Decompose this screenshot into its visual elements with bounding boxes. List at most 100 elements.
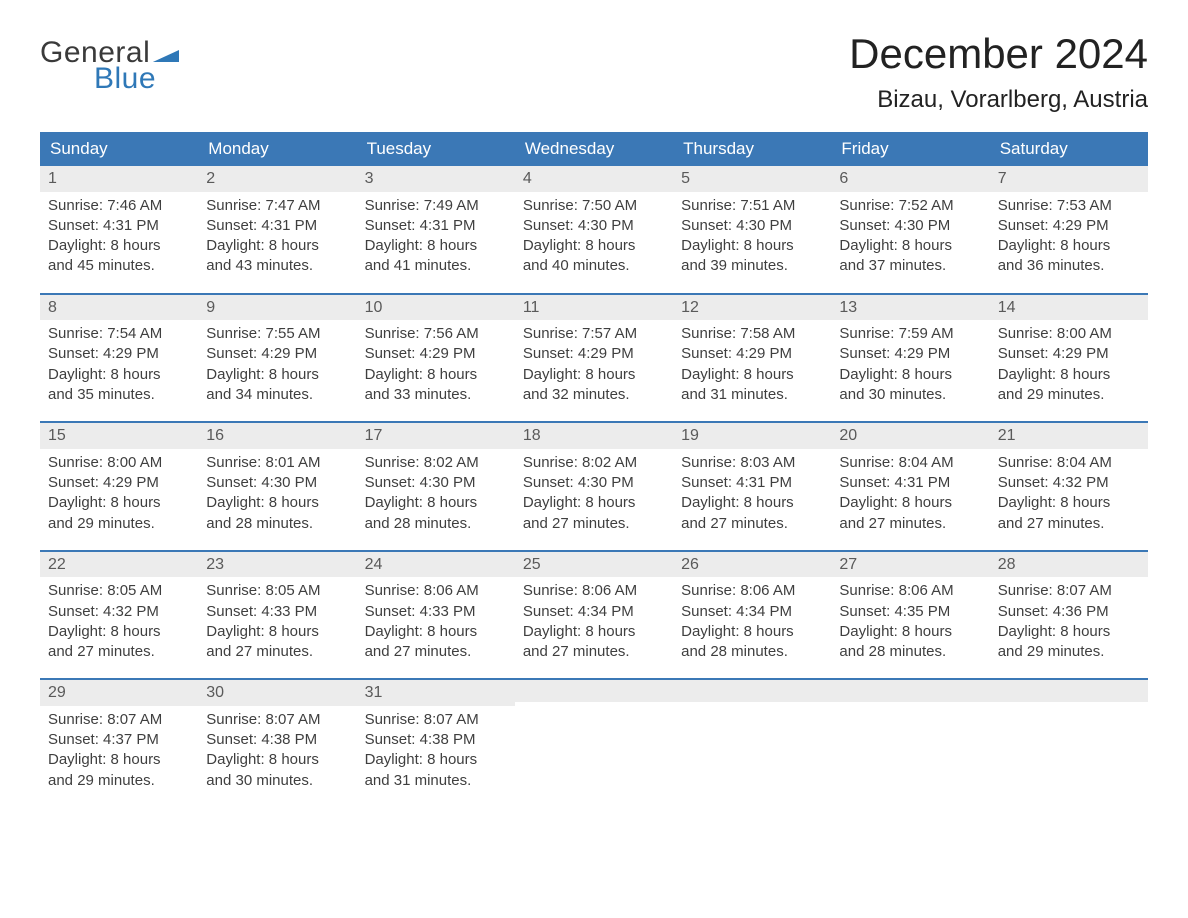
day-daylight2: and 41 minutes. bbox=[365, 256, 507, 276]
month-title: December 2024 bbox=[849, 30, 1148, 78]
day-sunrise: Sunrise: 8:06 AM bbox=[839, 581, 981, 601]
logo-flag-icon bbox=[153, 44, 179, 62]
day-number: 11 bbox=[515, 295, 673, 321]
day-number: 31 bbox=[357, 680, 515, 706]
day-number: 14 bbox=[990, 295, 1148, 321]
day-cell: 4Sunrise: 7:50 AMSunset: 4:30 PMDaylight… bbox=[515, 166, 673, 287]
day-body: Sunrise: 7:49 AMSunset: 4:31 PMDaylight:… bbox=[357, 192, 515, 287]
day-daylight2: and 34 minutes. bbox=[206, 385, 348, 405]
day-daylight2: and 27 minutes. bbox=[998, 514, 1140, 534]
day-cell: 27Sunrise: 8:06 AMSunset: 4:35 PMDayligh… bbox=[831, 552, 989, 673]
day-cell: 17Sunrise: 8:02 AMSunset: 4:30 PMDayligh… bbox=[357, 423, 515, 544]
title-block: December 2024 Bizau, Vorarlberg, Austria bbox=[849, 30, 1148, 114]
day-sunrise: Sunrise: 8:03 AM bbox=[681, 453, 823, 473]
day-sunset: Sunset: 4:30 PM bbox=[681, 216, 823, 236]
weekday-header-row: SundayMondayTuesdayWednesdayThursdayFrid… bbox=[40, 132, 1148, 166]
week-row: 15Sunrise: 8:00 AMSunset: 4:29 PMDayligh… bbox=[40, 421, 1148, 544]
day-daylight2: and 39 minutes. bbox=[681, 256, 823, 276]
day-cell: 22Sunrise: 8:05 AMSunset: 4:32 PMDayligh… bbox=[40, 552, 198, 673]
day-body: Sunrise: 7:50 AMSunset: 4:30 PMDaylight:… bbox=[515, 192, 673, 287]
day-cell bbox=[673, 680, 831, 801]
day-sunset: Sunset: 4:29 PM bbox=[681, 344, 823, 364]
day-cell bbox=[990, 680, 1148, 801]
day-number: 7 bbox=[990, 166, 1148, 192]
day-sunset: Sunset: 4:31 PM bbox=[681, 473, 823, 493]
day-daylight1: Daylight: 8 hours bbox=[206, 236, 348, 256]
day-sunrise: Sunrise: 8:06 AM bbox=[365, 581, 507, 601]
day-number bbox=[990, 680, 1148, 702]
day-sunset: Sunset: 4:35 PM bbox=[839, 602, 981, 622]
day-sunset: Sunset: 4:29 PM bbox=[48, 473, 190, 493]
day-daylight2: and 27 minutes. bbox=[839, 514, 981, 534]
day-body: Sunrise: 7:57 AMSunset: 4:29 PMDaylight:… bbox=[515, 320, 673, 415]
day-body: Sunrise: 7:55 AMSunset: 4:29 PMDaylight:… bbox=[198, 320, 356, 415]
day-sunrise: Sunrise: 7:52 AM bbox=[839, 196, 981, 216]
day-sunset: Sunset: 4:38 PM bbox=[365, 730, 507, 750]
day-sunset: Sunset: 4:32 PM bbox=[48, 602, 190, 622]
day-number: 18 bbox=[515, 423, 673, 449]
weekday-header-cell: Monday bbox=[198, 132, 356, 166]
day-cell: 23Sunrise: 8:05 AMSunset: 4:33 PMDayligh… bbox=[198, 552, 356, 673]
week-row: 8Sunrise: 7:54 AMSunset: 4:29 PMDaylight… bbox=[40, 293, 1148, 416]
day-number: 25 bbox=[515, 552, 673, 578]
day-body: Sunrise: 7:47 AMSunset: 4:31 PMDaylight:… bbox=[198, 192, 356, 287]
day-number: 23 bbox=[198, 552, 356, 578]
day-sunrise: Sunrise: 8:05 AM bbox=[48, 581, 190, 601]
day-sunrise: Sunrise: 8:00 AM bbox=[998, 324, 1140, 344]
day-sunrise: Sunrise: 7:51 AM bbox=[681, 196, 823, 216]
day-sunrise: Sunrise: 8:07 AM bbox=[998, 581, 1140, 601]
day-body: Sunrise: 8:06 AMSunset: 4:34 PMDaylight:… bbox=[673, 577, 831, 672]
day-body: Sunrise: 8:07 AMSunset: 4:36 PMDaylight:… bbox=[990, 577, 1148, 672]
day-sunrise: Sunrise: 7:57 AM bbox=[523, 324, 665, 344]
day-cell: 26Sunrise: 8:06 AMSunset: 4:34 PMDayligh… bbox=[673, 552, 831, 673]
day-sunset: Sunset: 4:30 PM bbox=[839, 216, 981, 236]
logo: General Blue bbox=[40, 38, 179, 94]
day-number: 28 bbox=[990, 552, 1148, 578]
day-number: 22 bbox=[40, 552, 198, 578]
day-sunrise: Sunrise: 8:04 AM bbox=[839, 453, 981, 473]
week-row: 22Sunrise: 8:05 AMSunset: 4:32 PMDayligh… bbox=[40, 550, 1148, 673]
day-sunset: Sunset: 4:32 PM bbox=[998, 473, 1140, 493]
day-cell: 5Sunrise: 7:51 AMSunset: 4:30 PMDaylight… bbox=[673, 166, 831, 287]
day-sunset: Sunset: 4:29 PM bbox=[523, 344, 665, 364]
day-daylight2: and 27 minutes. bbox=[206, 642, 348, 662]
day-sunset: Sunset: 4:29 PM bbox=[48, 344, 190, 364]
day-sunset: Sunset: 4:29 PM bbox=[998, 216, 1140, 236]
day-sunset: Sunset: 4:33 PM bbox=[365, 602, 507, 622]
day-body: Sunrise: 8:05 AMSunset: 4:32 PMDaylight:… bbox=[40, 577, 198, 672]
day-body: Sunrise: 8:03 AMSunset: 4:31 PMDaylight:… bbox=[673, 449, 831, 544]
day-daylight1: Daylight: 8 hours bbox=[365, 365, 507, 385]
day-daylight2: and 32 minutes. bbox=[523, 385, 665, 405]
day-daylight2: and 28 minutes. bbox=[681, 642, 823, 662]
day-daylight2: and 29 minutes. bbox=[48, 771, 190, 791]
day-sunrise: Sunrise: 7:53 AM bbox=[998, 196, 1140, 216]
day-body: Sunrise: 8:04 AMSunset: 4:31 PMDaylight:… bbox=[831, 449, 989, 544]
day-cell: 3Sunrise: 7:49 AMSunset: 4:31 PMDaylight… bbox=[357, 166, 515, 287]
day-cell: 16Sunrise: 8:01 AMSunset: 4:30 PMDayligh… bbox=[198, 423, 356, 544]
day-cell: 6Sunrise: 7:52 AMSunset: 4:30 PMDaylight… bbox=[831, 166, 989, 287]
day-body: Sunrise: 8:06 AMSunset: 4:34 PMDaylight:… bbox=[515, 577, 673, 672]
week-row: 1Sunrise: 7:46 AMSunset: 4:31 PMDaylight… bbox=[40, 166, 1148, 287]
day-daylight1: Daylight: 8 hours bbox=[48, 493, 190, 513]
day-daylight2: and 30 minutes. bbox=[206, 771, 348, 791]
day-body: Sunrise: 7:56 AMSunset: 4:29 PMDaylight:… bbox=[357, 320, 515, 415]
day-daylight1: Daylight: 8 hours bbox=[839, 365, 981, 385]
day-body: Sunrise: 7:58 AMSunset: 4:29 PMDaylight:… bbox=[673, 320, 831, 415]
day-daylight2: and 45 minutes. bbox=[48, 256, 190, 276]
day-sunrise: Sunrise: 8:01 AM bbox=[206, 453, 348, 473]
day-number: 19 bbox=[673, 423, 831, 449]
day-daylight2: and 29 minutes. bbox=[998, 642, 1140, 662]
day-body: Sunrise: 7:46 AMSunset: 4:31 PMDaylight:… bbox=[40, 192, 198, 287]
day-daylight1: Daylight: 8 hours bbox=[523, 493, 665, 513]
day-sunset: Sunset: 4:33 PM bbox=[206, 602, 348, 622]
day-daylight1: Daylight: 8 hours bbox=[206, 622, 348, 642]
day-number bbox=[831, 680, 989, 702]
day-cell: 30Sunrise: 8:07 AMSunset: 4:38 PMDayligh… bbox=[198, 680, 356, 801]
day-sunset: Sunset: 4:30 PM bbox=[365, 473, 507, 493]
day-cell bbox=[831, 680, 989, 801]
day-sunrise: Sunrise: 8:02 AM bbox=[523, 453, 665, 473]
day-cell: 9Sunrise: 7:55 AMSunset: 4:29 PMDaylight… bbox=[198, 295, 356, 416]
day-cell bbox=[515, 680, 673, 801]
day-body: Sunrise: 7:51 AMSunset: 4:30 PMDaylight:… bbox=[673, 192, 831, 287]
day-sunrise: Sunrise: 7:56 AM bbox=[365, 324, 507, 344]
